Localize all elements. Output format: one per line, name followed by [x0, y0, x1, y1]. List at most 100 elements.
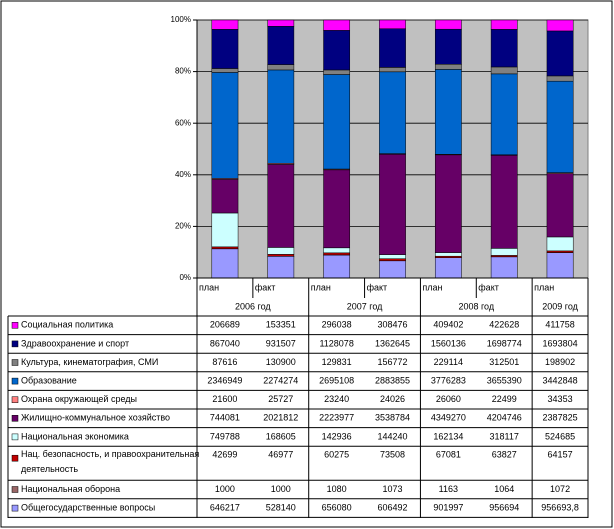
bar-segment: [434, 252, 462, 257]
bar-segment: [323, 252, 351, 256]
y-tick-label: 80%: [175, 67, 191, 76]
bar-segment: [379, 254, 406, 259]
table-value: 1000: [215, 484, 235, 494]
bar-segment: [323, 254, 351, 279]
table-value: 1128078: [319, 338, 353, 348]
legend-key: [11, 340, 19, 348]
table-value: 2274274: [263, 375, 298, 385]
table-value: 749788: [210, 431, 240, 441]
bar-segment: [434, 154, 462, 253]
x-tick-label: факт: [367, 282, 388, 292]
table-value: 130900: [266, 357, 296, 367]
x-tick-label: факт: [478, 282, 499, 292]
bar-segment: [490, 256, 518, 279]
bar-segment: [323, 74, 351, 170]
table-value: 656080: [322, 502, 352, 512]
table-value: 206689: [210, 320, 240, 330]
bar-segment: [490, 73, 518, 156]
bar-segment: [490, 29, 518, 68]
bar-segment: [379, 260, 406, 279]
table-value: 2346949: [207, 375, 242, 385]
table-value: 42699: [212, 450, 237, 460]
table-value: 1698774: [487, 338, 522, 348]
bar-segment: [379, 71, 406, 154]
table-value: 411758: [545, 320, 574, 330]
bar-segment: [211, 68, 239, 73]
table-value: 1163: [439, 484, 458, 494]
y-tick-label: 20%: [175, 222, 191, 231]
table-value: 312501: [489, 357, 519, 367]
bar-segment: [434, 257, 462, 279]
table-value: 2223977: [319, 413, 354, 423]
legend-label: Здравоохранение и спорт: [21, 338, 129, 348]
bar-segment: [434, 64, 462, 70]
y-tick-label: 0%: [179, 273, 191, 282]
table-value: 162134: [433, 431, 463, 441]
table-value: 198902: [545, 357, 575, 367]
bar-segment: [434, 28, 462, 65]
bar-segment: [546, 80, 574, 173]
table-value: 129831: [322, 357, 352, 367]
table-value: 1362645: [375, 338, 410, 348]
legend-key: [11, 377, 19, 385]
table-value: 25727: [268, 394, 293, 404]
table-value: 1000: [271, 484, 291, 494]
bar-segment: [267, 164, 295, 248]
bar-segment: [546, 30, 574, 77]
table-value: 1560136: [431, 338, 466, 348]
table-value: 3776283: [431, 375, 466, 385]
bar-segment: [267, 247, 295, 255]
bar-segment: [546, 173, 574, 238]
legend-key: [11, 486, 19, 493]
bar-segment: [323, 247, 351, 254]
table-value: 422628: [489, 320, 519, 330]
bar-segment: [490, 19, 518, 30]
table-value: 318117: [490, 431, 519, 441]
table-value: 931507: [266, 338, 296, 348]
table-value: 142936: [322, 431, 352, 441]
bar-segment: [211, 246, 239, 250]
table-value: 646217: [210, 502, 240, 512]
bar-segment: [379, 154, 406, 255]
bar-segment: [211, 248, 239, 279]
table-value: 956694: [489, 502, 519, 512]
table-value: 73508: [380, 450, 405, 460]
bar-segment: [323, 30, 351, 71]
x-tick-label: план: [311, 282, 331, 292]
table-value: 21600: [212, 394, 237, 404]
legend-label: Национальная экономика: [21, 431, 129, 441]
x-tick-label: план: [199, 282, 219, 292]
table-value: 23240: [324, 394, 349, 404]
bar-segment: [211, 179, 239, 214]
legend-label: Национальная оборона: [21, 484, 120, 494]
table-value: 2021812: [263, 413, 298, 423]
bar-segment: [267, 256, 295, 279]
bar-segment: [211, 212, 239, 248]
bar-segment: [490, 66, 518, 75]
bar-segment: [434, 69, 462, 155]
table-value: 22499: [492, 394, 517, 404]
bar-segment: [267, 26, 295, 65]
table-value: 4349270: [431, 413, 466, 423]
bar-segment: [490, 155, 518, 249]
table-value: 60275: [324, 450, 349, 460]
table-value: 64157: [548, 450, 573, 460]
legend-label: Культура, кинематография, СМИ: [21, 357, 158, 367]
legend-key: [11, 359, 19, 366]
table-value: 3442848: [543, 375, 578, 385]
bar-segment: [379, 67, 406, 73]
table-value: 2695108: [319, 375, 354, 385]
legend-key: [11, 454, 19, 462]
table-value: 229114: [434, 357, 463, 367]
bar-segment: [323, 69, 351, 75]
table-value: 67081: [436, 450, 461, 460]
table-value: 1073: [382, 484, 402, 494]
bar-segment: [546, 19, 574, 32]
table-value: 3538784: [375, 413, 410, 423]
table-value: 308476: [377, 320, 407, 330]
table-value: 46977: [268, 450, 293, 460]
bar-segment: [267, 64, 295, 71]
table-value: 34353: [548, 394, 573, 404]
bar-segment: [211, 72, 239, 179]
legend-label: Образование: [21, 375, 77, 385]
